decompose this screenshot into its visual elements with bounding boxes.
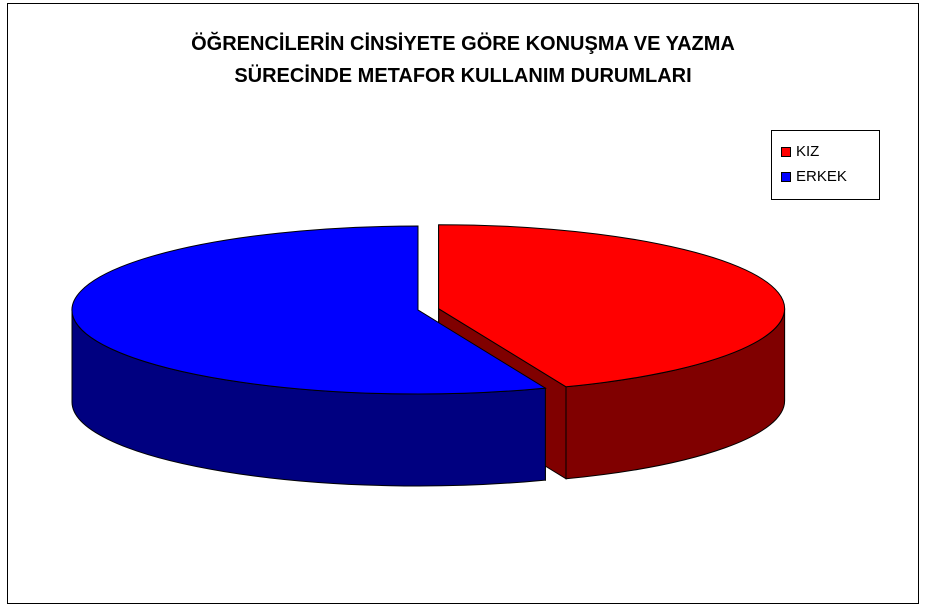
pie-chart — [71, 224, 786, 487]
legend-label-kiz: KIZ — [796, 143, 820, 160]
legend: KIZ ERKEK — [771, 130, 880, 200]
chart-title: ÖĞRENCİLERİN CİNSİYETE GÖRE KONUŞMA VE Y… — [8, 28, 918, 92]
pie-slice-erkek — [71, 225, 547, 395]
legend-item-kiz: KIZ — [781, 139, 879, 164]
chart-title-line-2: SÜRECİNDE METAFOR KULLANIM DURUMLARI — [234, 65, 692, 87]
pie-slice-kiz — [438, 224, 786, 388]
chart-area: ÖĞRENCİLERİN CİNSİYETE GÖRE KONUŞMA VE Y… — [7, 3, 919, 604]
legend-swatch-kiz — [781, 146, 791, 157]
legend-item-erkek: ERKEK — [781, 164, 879, 189]
legend-swatch-erkek — [781, 171, 791, 182]
chart-title-line-1: ÖĞRENCİLERİN CİNSİYETE GÖRE KONUŞMA VE Y… — [191, 33, 735, 55]
legend-label-erkek: ERKEK — [796, 168, 847, 185]
